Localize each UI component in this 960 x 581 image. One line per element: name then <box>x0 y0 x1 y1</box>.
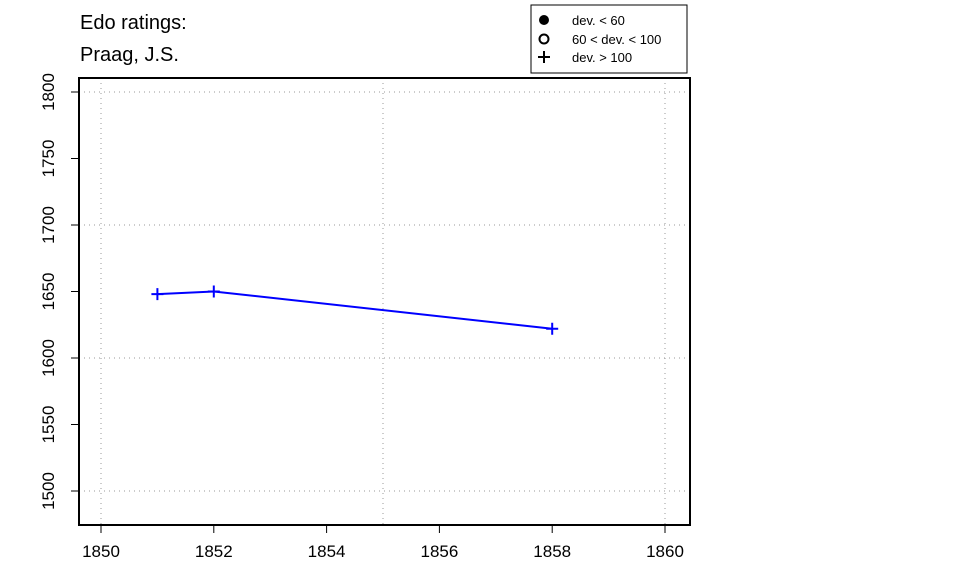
y-tick-label: 1550 <box>39 406 58 444</box>
legend-open-circle-icon <box>538 33 550 45</box>
x-tick-label: 1854 <box>308 542 346 561</box>
y-tick-label: 1500 <box>39 472 58 510</box>
x-tick-label: 1850 <box>82 542 120 561</box>
axes: 1850 1852 1854 1856 1858 1860 1500 1550 1600 1650… <box>39 73 684 561</box>
y-tick-label: 1800 <box>39 73 58 111</box>
plot-frame <box>78 77 691 526</box>
y-tick-label: 1750 <box>39 140 58 178</box>
x-tick-label: 1852 <box>195 542 233 561</box>
chart-title-line-2: Praag, J.S. <box>80 44 179 66</box>
chart-title-line-1: Edo ratings: <box>80 12 187 34</box>
legend-plus-icon <box>538 51 550 63</box>
legend-label-1: 60 < dev. < 100 <box>572 32 661 47</box>
legend-filled-circle-icon <box>539 15 549 25</box>
legend: dev. < 60 60 < dev. < 100 dev. > 100 <box>530 4 688 74</box>
data-point-plus <box>546 322 559 335</box>
series-line <box>157 290 553 330</box>
x-tick-label: 1860 <box>646 542 684 561</box>
legend-box <box>530 4 688 74</box>
series-marks <box>151 285 559 335</box>
y-tick-label: 1600 <box>39 339 58 377</box>
grid <box>79 78 690 525</box>
legend-label-2: dev. > 100 <box>572 50 632 65</box>
x-tick-label: 1856 <box>420 542 458 561</box>
y-tick-label: 1700 <box>39 206 58 244</box>
y-tick-label: 1650 <box>39 273 58 311</box>
data-point-plus <box>151 288 164 301</box>
data-point-plus <box>207 285 220 298</box>
legend-label-0: dev. < 60 <box>572 13 625 28</box>
x-tick-label: 1858 <box>533 542 571 561</box>
